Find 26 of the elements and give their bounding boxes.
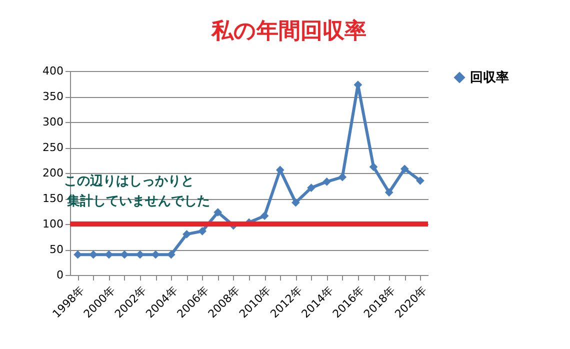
y-tick-label: 350 <box>42 90 64 103</box>
point <box>214 208 222 216</box>
y-tick-label: 250 <box>42 141 64 154</box>
point <box>307 184 316 192</box>
y-tick-label: 300 <box>42 116 64 128</box>
annotation: この辺りはしっかりと <box>64 173 194 189</box>
point <box>74 250 82 259</box>
chart-title: 私の年間回収率 <box>210 18 366 44</box>
point <box>198 226 206 236</box>
y-tick-label: 400 <box>42 64 64 78</box>
annotation: 集計していませんでした <box>66 193 210 209</box>
y-tick-label: 100 <box>42 218 64 230</box>
point <box>384 188 394 197</box>
point <box>292 198 300 207</box>
y-tick-label: 0 <box>56 268 64 282</box>
point <box>400 164 409 174</box>
legend-label: 回収率 <box>470 70 509 86</box>
point <box>276 166 284 174</box>
y-tick-label: 50 <box>50 243 64 256</box>
point <box>322 177 332 186</box>
y-tick-label: 150 <box>42 192 64 205</box>
point <box>182 230 191 238</box>
point <box>369 162 378 172</box>
point <box>260 212 269 220</box>
point <box>416 176 424 185</box>
y-tick-label: 200 <box>42 166 64 180</box>
